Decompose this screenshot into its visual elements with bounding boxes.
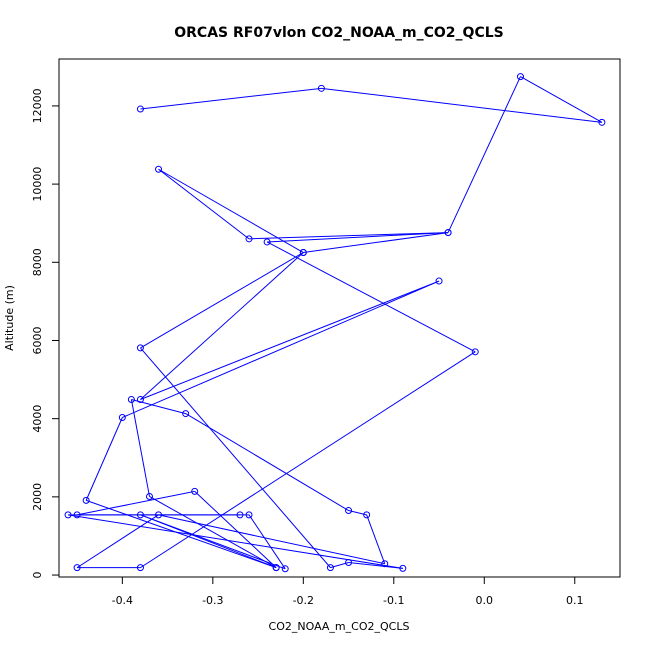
x-tick-label: -0.2: [293, 594, 314, 607]
data-point: [155, 165, 163, 173]
series-segment: [130, 399, 150, 497]
data-point: [299, 249, 307, 257]
data-point: [145, 492, 153, 500]
data-point: [155, 511, 163, 519]
y-tick-label: 2000: [31, 483, 44, 511]
series-segment: [366, 514, 386, 564]
series-segment: [131, 399, 186, 415]
x-axis: -0.4 -0.3 -0.2 -0.1 0.0 0.1: [112, 577, 584, 607]
y-tick-label: 6000: [31, 326, 44, 354]
data-point: [127, 396, 135, 404]
data-point: [245, 511, 253, 519]
series-segment: [149, 496, 277, 569]
y-tick-label: 12000: [31, 88, 44, 123]
data-point: [471, 348, 479, 356]
data-point: [64, 511, 72, 519]
data-point: [435, 277, 443, 285]
data-point: [136, 396, 144, 404]
y-axis-label: Altitude (m): [3, 285, 16, 351]
x-axis-label: CO2_NOAA_m_CO2_QCLS: [269, 620, 410, 633]
data-point: [345, 507, 353, 515]
series-segment: [76, 514, 159, 569]
data-point: [326, 564, 334, 572]
series-segment: [67, 514, 403, 569]
series-segment: [447, 76, 521, 233]
series-segment: [140, 252, 304, 400]
data-point: [82, 496, 90, 504]
series-segment: [76, 490, 195, 516]
data-point: [73, 564, 81, 572]
data-point: [444, 229, 452, 237]
data-point: [136, 564, 144, 572]
data-point: [118, 413, 126, 421]
series-segment: [266, 241, 476, 353]
series-segment: [122, 280, 440, 418]
data-point: [399, 564, 407, 572]
data-point: [263, 238, 271, 246]
data-point: [598, 118, 606, 126]
data-point: [191, 487, 199, 495]
series-segment: [158, 168, 250, 240]
series-points: [64, 73, 606, 573]
series-segment: [194, 491, 277, 568]
y-axis: 0 2000 4000 6000 8000 10000 12000: [31, 88, 59, 579]
series-segment: [140, 87, 322, 110]
series-segment: [140, 252, 304, 349]
series-segment: [158, 514, 385, 565]
data-point: [345, 559, 353, 567]
series-segment: [303, 232, 449, 254]
x-tick-label: -0.1: [383, 594, 404, 607]
series-segment: [140, 514, 277, 569]
series-segment: [249, 232, 449, 240]
data-point: [236, 511, 244, 519]
data-point: [516, 73, 524, 81]
data-point: [245, 235, 253, 243]
data-point: [182, 410, 190, 418]
chart-title: ORCAS RF07vlon CO2_NOAA_m_CO2_QCLS: [174, 25, 503, 41]
plot-frame: [58, 58, 621, 578]
x-tick-label: 0.0: [476, 594, 494, 607]
data-point: [281, 565, 289, 573]
series-segment: [140, 347, 331, 568]
x-tick-label: -0.3: [202, 594, 223, 607]
series-segment: [520, 76, 603, 123]
data-point: [136, 344, 144, 352]
series-segment: [267, 232, 449, 243]
series-segment: [185, 413, 349, 511]
series-segment: [140, 351, 476, 569]
series-segment: [248, 514, 286, 570]
series-segment: [158, 168, 304, 253]
y-tick-label: 4000: [31, 405, 44, 433]
x-tick-label: 0.1: [566, 594, 584, 607]
data-point: [272, 564, 280, 572]
series-segment: [321, 87, 602, 123]
y-tick-label: 8000: [31, 248, 44, 276]
y-tick-label: 10000: [31, 167, 44, 202]
y-tick-label: 0: [31, 572, 44, 579]
data-point: [317, 84, 325, 92]
series-lines: [67, 76, 603, 570]
data-point: [363, 511, 371, 519]
data-point: [73, 511, 81, 519]
series-segment: [140, 280, 440, 400]
data-point: [136, 105, 144, 113]
data-point: [136, 511, 144, 519]
x-tick-label: -0.4: [112, 594, 133, 607]
series-segment: [85, 499, 277, 569]
series-segment: [85, 417, 123, 501]
data-point: [381, 560, 389, 568]
